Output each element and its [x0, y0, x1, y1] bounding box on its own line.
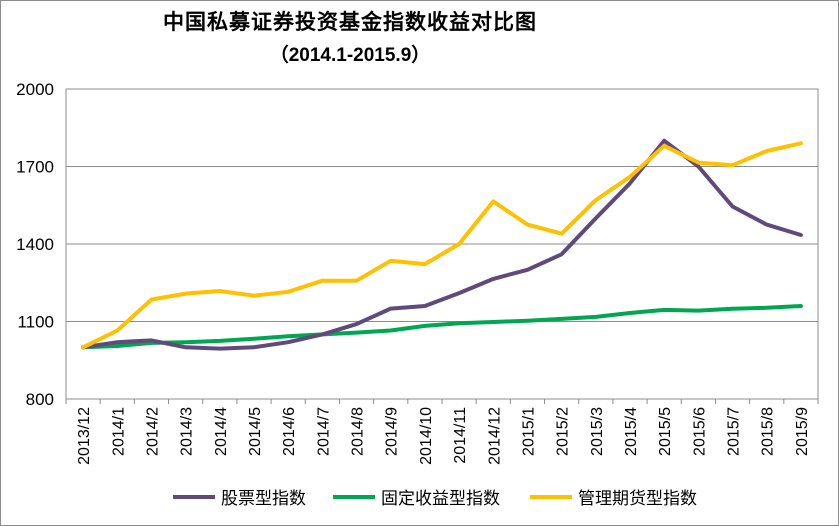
x-tick-label: 2015/5 — [657, 407, 674, 456]
legend-label-fixed-income: 固定收益型指数 — [381, 489, 500, 509]
x-tick-label: 2014/4 — [213, 407, 230, 456]
x-tick-label: 2015/1 — [520, 407, 537, 456]
chart-subtitle: （2014.1-2015.9） — [269, 45, 431, 66]
x-tick-label: 2015/6 — [691, 407, 708, 456]
y-tick-label: 2000 — [16, 80, 54, 99]
x-tick-label: 2015/7 — [726, 407, 743, 456]
y-tick-label: 1100 — [17, 313, 54, 332]
legend-swatch-fixed-income — [333, 494, 375, 499]
x-tick-label: 2015/2 — [555, 407, 572, 456]
legend-item-stock: 股票型指数 — [173, 484, 306, 509]
legend-swatch-stock — [173, 494, 215, 499]
x-tick-label: 2014/7 — [315, 407, 332, 456]
y-tick-label: 1700 — [16, 158, 54, 177]
legend-label-stock: 股票型指数 — [221, 489, 306, 509]
x-tick-label: 2014/6 — [281, 407, 298, 456]
x-tick-label: 2014/3 — [179, 407, 196, 456]
legend-swatch-managed-futures — [530, 494, 572, 499]
x-tick-label: 2014/2 — [144, 407, 161, 456]
x-tick-label: 2014/10 — [418, 407, 435, 465]
x-tick-label: 2015/4 — [623, 407, 640, 456]
series-line-managed-futures — [81, 141, 803, 350]
series-line-stock — [81, 138, 803, 351]
legend-item-managed-futures: 管理期货型指数 — [530, 484, 697, 509]
x-tick-label: 2013/12 — [76, 407, 93, 465]
x-tick-label: 2014/11 — [452, 407, 469, 464]
x-tick-label: 2015/3 — [589, 407, 606, 456]
x-tick-label: 2014/1 — [110, 407, 127, 456]
x-tick-label: 2014/12 — [486, 407, 503, 465]
series-line-fixed-income — [81, 304, 803, 350]
x-tick-label: 2014/9 — [384, 407, 401, 456]
x-tick-label: 2015/8 — [760, 407, 777, 456]
y-tick-label: 1400 — [16, 235, 54, 254]
x-tick-label: 2014/5 — [247, 407, 264, 456]
x-tick-label: 2015/9 — [794, 407, 811, 456]
legend-item-fixed-income: 固定收益型指数 — [333, 484, 500, 509]
chart-title: 中国私募证券投资基金指数收益对比图 — [163, 9, 537, 34]
chart-legend: 股票型指数 固定收益型指数 管理期货型指数 — [160, 484, 760, 509]
legend-label-managed-futures: 管理期货型指数 — [578, 489, 697, 509]
y-tick-label: 800 — [26, 390, 54, 409]
x-tick-label: 2014/8 — [350, 407, 367, 456]
